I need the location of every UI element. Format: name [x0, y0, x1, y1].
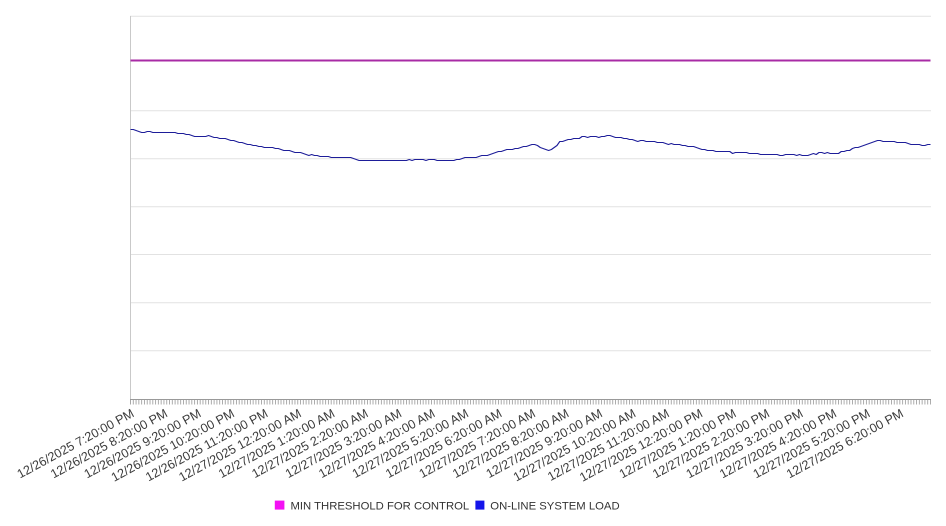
- svg-text:ON-LINE SYSTEM LOAD: ON-LINE SYSTEM LOAD: [490, 500, 619, 512]
- svg-text:MIN THRESHOLD FOR CONTROL: MIN THRESHOLD FOR CONTROL: [291, 500, 470, 512]
